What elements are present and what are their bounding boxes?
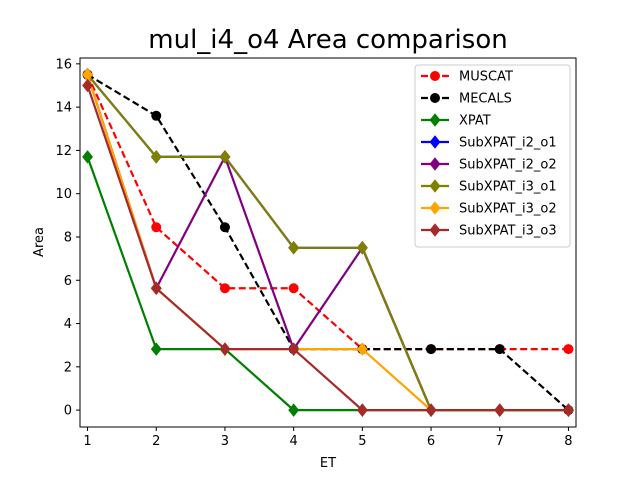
data-point-subxpat-i3-o1	[288, 241, 300, 255]
y-axis-label: Area	[32, 227, 47, 257]
series-line-muscat	[86, 74, 569, 351]
data-point-subxpat-i3-o3	[356, 403, 368, 417]
data-point-muscat	[563, 344, 574, 355]
data-point-subxpat-i3-o3	[150, 281, 162, 296]
series-subxpat-i3-o3	[82, 78, 574, 417]
x-tick-label: 7	[496, 434, 504, 449]
x-tick-label: 2	[152, 434, 160, 449]
y-tick-label: 14	[55, 101, 72, 116]
data-point-mecals	[494, 344, 505, 355]
legend-marker	[429, 113, 441, 127]
legend-label: SubXPAT_i3_o2	[459, 202, 557, 217]
legend-marker	[430, 71, 440, 81]
y-axis: 0 2 4 6 8 10 12 14 16	[55, 57, 80, 419]
x-axis: 1 2 3 4 5 6 7 8	[83, 427, 573, 449]
data-point-subxpat-i3-o3	[288, 342, 300, 356]
data-point-subxpat-i3-o3	[563, 403, 574, 417]
legend-label: SubXPAT_i2_o1	[459, 136, 557, 151]
legend-label: SubXPAT_i2_o2	[459, 158, 557, 173]
data-point-muscat	[219, 283, 230, 294]
legend-label: SubXPAT_i3_o3	[459, 224, 557, 239]
legend-entry-subxpat-i2-o2: SubXPAT_i2_o2	[421, 157, 557, 173]
legend-entry-xpat: XPAT	[421, 113, 491, 129]
data-point-subxpat-i3-o1	[150, 150, 162, 164]
data-point-mecals	[219, 222, 230, 233]
legend-entry-subxpat-i2-o1: SubXPAT_i2_o1	[421, 135, 557, 151]
legend-marker	[429, 223, 441, 237]
data-point-subxpat-i3-o3	[219, 342, 231, 356]
data-point-muscat	[151, 222, 162, 233]
y-tick-label: 0	[64, 404, 72, 419]
legend-entry-muscat: MUSCAT	[421, 70, 513, 85]
x-tick-label: 6	[427, 434, 435, 449]
y-tick-label: 4	[64, 317, 72, 332]
legend-entry-subxpat-i3-o1: SubXPAT_i3_o1	[421, 179, 557, 195]
data-point-subxpat-i3-o1	[356, 241, 368, 255]
data-point-mecals	[426, 344, 437, 355]
legend-label: MUSCAT	[459, 70, 513, 85]
data-point-xpat	[288, 403, 300, 417]
data-point-subxpat-i3-o3	[494, 403, 506, 417]
y-tick-label: 8	[64, 230, 72, 245]
data-point-subxpat-i3-o1	[219, 150, 231, 164]
legend-label: MECALS	[459, 92, 512, 107]
plot-area	[82, 67, 574, 417]
plot-frame	[79, 57, 577, 428]
x-tick-label: 1	[83, 434, 91, 449]
data-point-xpat	[82, 150, 93, 164]
data-point-subxpat-i3-o3	[82, 78, 93, 93]
legend: MUSCAT MECALS XPAT SubXPAT_i2_o1 SubXPAT_i2_…	[414, 64, 571, 248]
legend-marker	[429, 179, 441, 193]
legend-marker	[429, 201, 441, 215]
data-point-subxpat-i3-o2	[356, 342, 368, 356]
legend-box	[414, 64, 571, 248]
series-line-subxpat-i3-o3	[86, 85, 569, 412]
y-tick-label: 6	[64, 274, 72, 289]
y-tick-label: 12	[55, 144, 72, 159]
legend-entry-mecals: MECALS	[421, 92, 512, 107]
y-tick-label: 2	[64, 360, 72, 375]
x-tick-label: 3	[221, 434, 229, 449]
legend-entry-subxpat-i3-o2: SubXPAT_i3_o2	[421, 201, 557, 217]
data-point-subxpat-i3-o2	[82, 67, 93, 82]
legend-entry-subxpat-i3-o3: SubXPAT_i3_o3	[421, 223, 557, 239]
x-tick-label: 8	[564, 434, 572, 449]
data-point-subxpat-i3-o3	[425, 403, 437, 417]
legend-marker	[429, 135, 441, 149]
legend-marker	[429, 157, 441, 171]
x-axis-label: ET	[320, 456, 336, 471]
chart-title: mul_i4_o4 Area comparison	[148, 25, 507, 55]
y-tick-label: 16	[55, 57, 72, 72]
data-point-muscat	[288, 283, 299, 294]
y-tick-label: 10	[55, 187, 72, 202]
data-point-mecals	[151, 110, 162, 121]
data-point-xpat	[150, 342, 162, 356]
legend-label: XPAT	[459, 114, 491, 129]
legend-marker	[430, 93, 440, 103]
legend-label: SubXPAT_i3_o1	[459, 180, 557, 195]
x-tick-label: 4	[290, 434, 298, 449]
x-tick-label: 5	[358, 434, 366, 449]
